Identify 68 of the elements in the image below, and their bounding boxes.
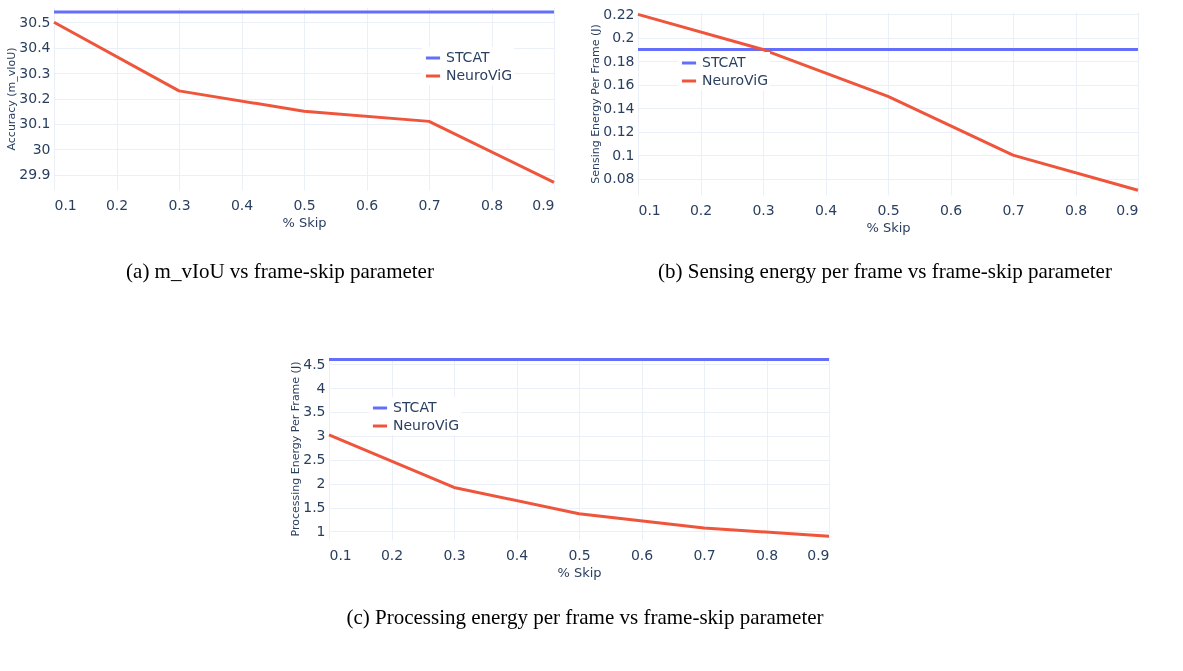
y-tick-label: 0.12 xyxy=(603,123,635,140)
y-tick-label: 2.5 xyxy=(303,451,326,468)
line-series xyxy=(52,20,556,184)
x-tick-label: 0.8 xyxy=(480,196,504,213)
x-tick-label: 0.5 xyxy=(568,546,591,563)
text: (c) Processing energy per frame vs frame-skip parameter xyxy=(345,604,825,631)
y-tick-label: 0.08 xyxy=(603,170,635,187)
y-tick-label: 1 xyxy=(316,522,326,539)
x-tick-label: 0.3 xyxy=(752,201,775,218)
x-tick-label: 0.6 xyxy=(355,196,379,213)
legend-label: STCAT xyxy=(702,54,746,70)
x-tick-label: 0.3 xyxy=(443,546,466,563)
y-tick-label: 3 xyxy=(316,427,326,444)
x-tick-label: 0.9 xyxy=(1116,201,1139,218)
y-tick-label: 0.1 xyxy=(612,146,635,163)
x-tick-label: 0.5 xyxy=(293,196,316,213)
x-axis-title: % Skip xyxy=(866,219,911,235)
text: (a) m_vIoU vs frame-skip parameter xyxy=(125,258,435,285)
y-tick-label: 30.3 xyxy=(19,64,51,81)
x-tick-label: 0.6 xyxy=(630,546,654,563)
y-tick-label: 3.5 xyxy=(303,403,326,420)
x-tick-label: 0.2 xyxy=(689,201,713,218)
x-tick-label: 0.4 xyxy=(505,546,529,563)
y-tick-label: 4.5 xyxy=(303,355,326,372)
y-tick-label: 0.2 xyxy=(612,29,635,46)
x-tick-label: 0.1 xyxy=(638,201,661,218)
y-tick-label: 4 xyxy=(316,379,326,396)
y-tick-label: 30 xyxy=(32,140,51,157)
x-tick-label: 0.4 xyxy=(814,201,838,218)
x-tick-label: 0.6 xyxy=(939,201,963,218)
y-tick-label: 30.2 xyxy=(19,90,51,106)
x-tick-label: 0.7 xyxy=(418,196,441,213)
y-tick-label: 0.22 xyxy=(603,5,635,22)
y-tick-label: 1.5 xyxy=(303,499,326,516)
legend-label: STCAT xyxy=(393,399,437,415)
x-axis-title: % Skip xyxy=(557,564,602,580)
y-tick-label: 29.9 xyxy=(19,166,51,183)
y-tick-label: 30.4 xyxy=(19,39,51,56)
x-tick-label: 0.7 xyxy=(693,546,716,563)
y-tick-label: 0.16 xyxy=(603,76,635,93)
x-tick-label: 0.4 xyxy=(230,196,254,213)
line-series xyxy=(327,433,831,538)
y-tick-label: 0.14 xyxy=(603,99,635,116)
y-tick-label: 0.18 xyxy=(603,52,635,69)
legend-label: NeuroViG xyxy=(393,417,459,433)
x-axis-title: % Skip xyxy=(282,214,327,230)
y-axis-title: Processing Energy Per Frame (J) xyxy=(289,361,303,537)
x-tick-label: 0.9 xyxy=(807,546,830,563)
y-axis-title: Sensing Energy Per Frame (J) xyxy=(589,24,603,184)
x-tick-label: 0.1 xyxy=(54,196,77,213)
x-tick-label: 0.7 xyxy=(1002,201,1025,218)
x-tick-label: 0.8 xyxy=(1064,201,1088,218)
x-tick-label: 0.9 xyxy=(532,196,555,213)
text: (b) Sensing energy per frame vs frame-skip parameter xyxy=(657,258,1113,285)
legend-label: STCAT xyxy=(446,49,490,65)
legend-label: NeuroViG xyxy=(446,67,512,83)
y-tick-label: 30.1 xyxy=(19,115,51,132)
x-tick-label: 0.5 xyxy=(877,201,900,218)
x-tick-label: 0.2 xyxy=(105,196,129,213)
x-tick-label: 0.8 xyxy=(755,546,779,563)
legend-label: NeuroViG xyxy=(702,72,768,88)
y-axis-title: Accuracy (m_vIoU) xyxy=(5,47,19,151)
x-tick-label: 0.3 xyxy=(168,196,191,213)
y-tick-label: 30.5 xyxy=(19,13,51,30)
x-tick-label: 0.2 xyxy=(380,546,404,563)
y-tick-label: 2 xyxy=(316,475,326,492)
line-series xyxy=(636,12,1140,192)
x-tick-label: 0.1 xyxy=(329,546,352,563)
